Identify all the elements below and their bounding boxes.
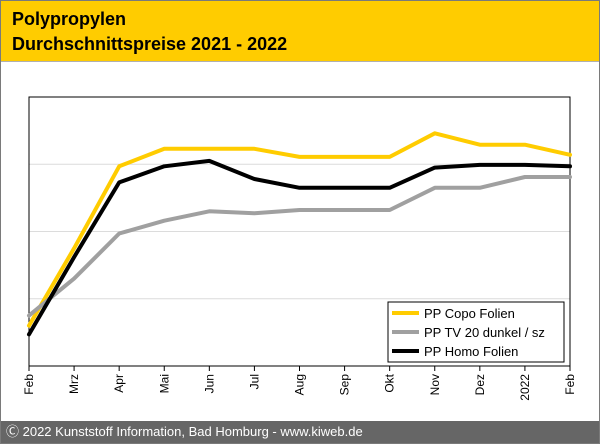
x-tick-label-1: Mrz xyxy=(67,374,81,394)
chart-title-line1: Polypropylen xyxy=(12,9,127,29)
header-bar: Polypropylen Durchschnittspreise 2021 - … xyxy=(1,1,599,62)
chart-title-line2: Durchschnittspreise 2021 - 2022 xyxy=(12,34,288,54)
x-tick-label-0: Feb xyxy=(22,374,36,395)
legend-label-1: PP TV 20 dunkel / sz xyxy=(424,325,545,340)
footer-bar: Ⓒ 2022 Kunststoff Information, Bad Hombu… xyxy=(1,421,599,443)
x-tick-label-10: Dez xyxy=(473,374,487,395)
x-tick-label-2: Apr xyxy=(112,374,126,393)
x-tick-label-8: Okt xyxy=(383,373,397,392)
x-tick-label-9: Nov xyxy=(428,374,442,395)
x-tick-label-11: 2022 xyxy=(518,374,532,401)
x-tick-label-5: Jul xyxy=(247,374,261,389)
series-line-0 xyxy=(27,131,572,328)
series-line-2 xyxy=(27,158,572,337)
x-tick-label-4: Jun xyxy=(202,374,216,393)
x-tick-label-7: Sep xyxy=(338,374,352,396)
x-tick-label-3: Mai xyxy=(157,374,171,393)
x-tick-label-6: Aug xyxy=(293,374,307,395)
x-tick-label-12: Feb xyxy=(563,374,577,395)
legend-label-0: PP Copo Folien xyxy=(424,306,515,321)
legend-label-2: PP Homo Folien xyxy=(424,344,518,359)
line-chart: Feb Mrz Apr Mai Jun Jul Aug Sep Okt Nov Dez 2022 Feb… xyxy=(22,96,577,401)
series-line-1 xyxy=(27,175,572,318)
